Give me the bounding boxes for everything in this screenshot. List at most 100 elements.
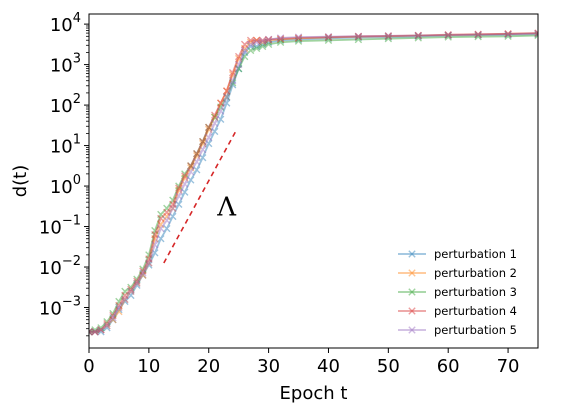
- legend-label: perturbation 4: [434, 304, 517, 318]
- data-point: [181, 174, 189, 182]
- data-point: [199, 139, 207, 148]
- data-point: [91, 328, 99, 336]
- data-point: [414, 32, 422, 40]
- data-point: [384, 35, 393, 43]
- data-point: [252, 38, 261, 47]
- data-point: [109, 315, 117, 324]
- data-point: [157, 214, 165, 223]
- data-point: [151, 230, 159, 239]
- data-point: [193, 158, 201, 166]
- data-point: [504, 30, 512, 38]
- data-point: [163, 208, 171, 217]
- data-point: [414, 31, 422, 40]
- data-point: [276, 38, 285, 47]
- data-point: [181, 180, 189, 188]
- data-point: [354, 33, 363, 42]
- legend-item: perturbation 4: [398, 304, 517, 318]
- data-point: [169, 204, 177, 213]
- legend-item: perturbation 5: [398, 323, 517, 337]
- data-point: [205, 139, 213, 148]
- data-point: [157, 210, 165, 219]
- x-tick-label: 70: [497, 356, 520, 377]
- data-point: [145, 259, 153, 267]
- data-point: [199, 137, 207, 146]
- data-point: [324, 34, 333, 42]
- y-tick-label: 10−2: [39, 254, 81, 279]
- data-point: [133, 279, 141, 287]
- data-point: [157, 234, 165, 243]
- data-point: [151, 241, 159, 249]
- data-point: [217, 99, 225, 107]
- data-point: [246, 46, 255, 55]
- data-point: [199, 154, 207, 162]
- data-point: [115, 305, 123, 314]
- y-tick-label: 104: [50, 11, 81, 36]
- data-point: [139, 271, 147, 279]
- data-point: [444, 31, 452, 40]
- data-point: [324, 32, 333, 41]
- data-point: [133, 279, 141, 287]
- data-point: [276, 36, 285, 45]
- data-point: [258, 37, 267, 45]
- legend-swatch-marker: [408, 326, 416, 334]
- data-point: [187, 176, 195, 184]
- data-point: [193, 152, 201, 160]
- data-point: [234, 52, 243, 61]
- data-point: [294, 37, 303, 45]
- data-point: [193, 149, 201, 158]
- data-point: [121, 291, 129, 300]
- data-point: [211, 113, 219, 121]
- data-point: [151, 226, 159, 235]
- data-point: [474, 31, 482, 39]
- data-point: [151, 234, 159, 243]
- data-point: [127, 291, 135, 300]
- data-point: [414, 31, 422, 40]
- legend-swatch-marker: [408, 307, 416, 315]
- data-point: [133, 277, 141, 285]
- data-point: [211, 111, 219, 119]
- data-point: [139, 271, 147, 279]
- data-point: [534, 29, 538, 38]
- data-point: [127, 287, 135, 296]
- data-point: [228, 69, 237, 77]
- lambda-label: Λ: [216, 192, 237, 222]
- data-point: [103, 322, 111, 330]
- data-point: [474, 30, 482, 39]
- data-point: [205, 123, 213, 132]
- data-point: [103, 317, 111, 326]
- data-point: [246, 36, 255, 45]
- data-point: [234, 64, 243, 73]
- data-point: [217, 107, 225, 115]
- data-point: [187, 162, 195, 170]
- data-point: [103, 320, 111, 328]
- data-point: [121, 295, 129, 304]
- data-point: [354, 32, 363, 41]
- data-point: [276, 35, 285, 43]
- data-point: [121, 297, 129, 306]
- series-4: [89, 29, 538, 336]
- data-point: [193, 166, 201, 174]
- x-tick-label: 30: [257, 356, 280, 377]
- data-point: [163, 216, 171, 225]
- data-point: [115, 301, 123, 310]
- data-point: [127, 285, 135, 293]
- legend: perturbation 1 perturbation 2 perturbation…: [398, 247, 517, 337]
- data-point: [169, 212, 177, 221]
- data-point: [228, 71, 237, 79]
- series-line: [89, 34, 538, 333]
- data-point: [187, 162, 195, 170]
- series-2: [89, 29, 538, 336]
- series-line: [89, 32, 538, 333]
- data-point: [444, 33, 452, 41]
- data-point: [264, 38, 273, 47]
- data-point: [97, 328, 105, 336]
- data-point: [163, 212, 171, 221]
- data-point: [252, 36, 261, 45]
- data-point: [97, 326, 105, 334]
- data-point: [115, 297, 123, 306]
- data-point: [414, 31, 422, 40]
- data-point: [109, 309, 117, 318]
- data-point: [384, 32, 393, 40]
- data-point: [103, 322, 111, 330]
- data-point: [276, 34, 285, 42]
